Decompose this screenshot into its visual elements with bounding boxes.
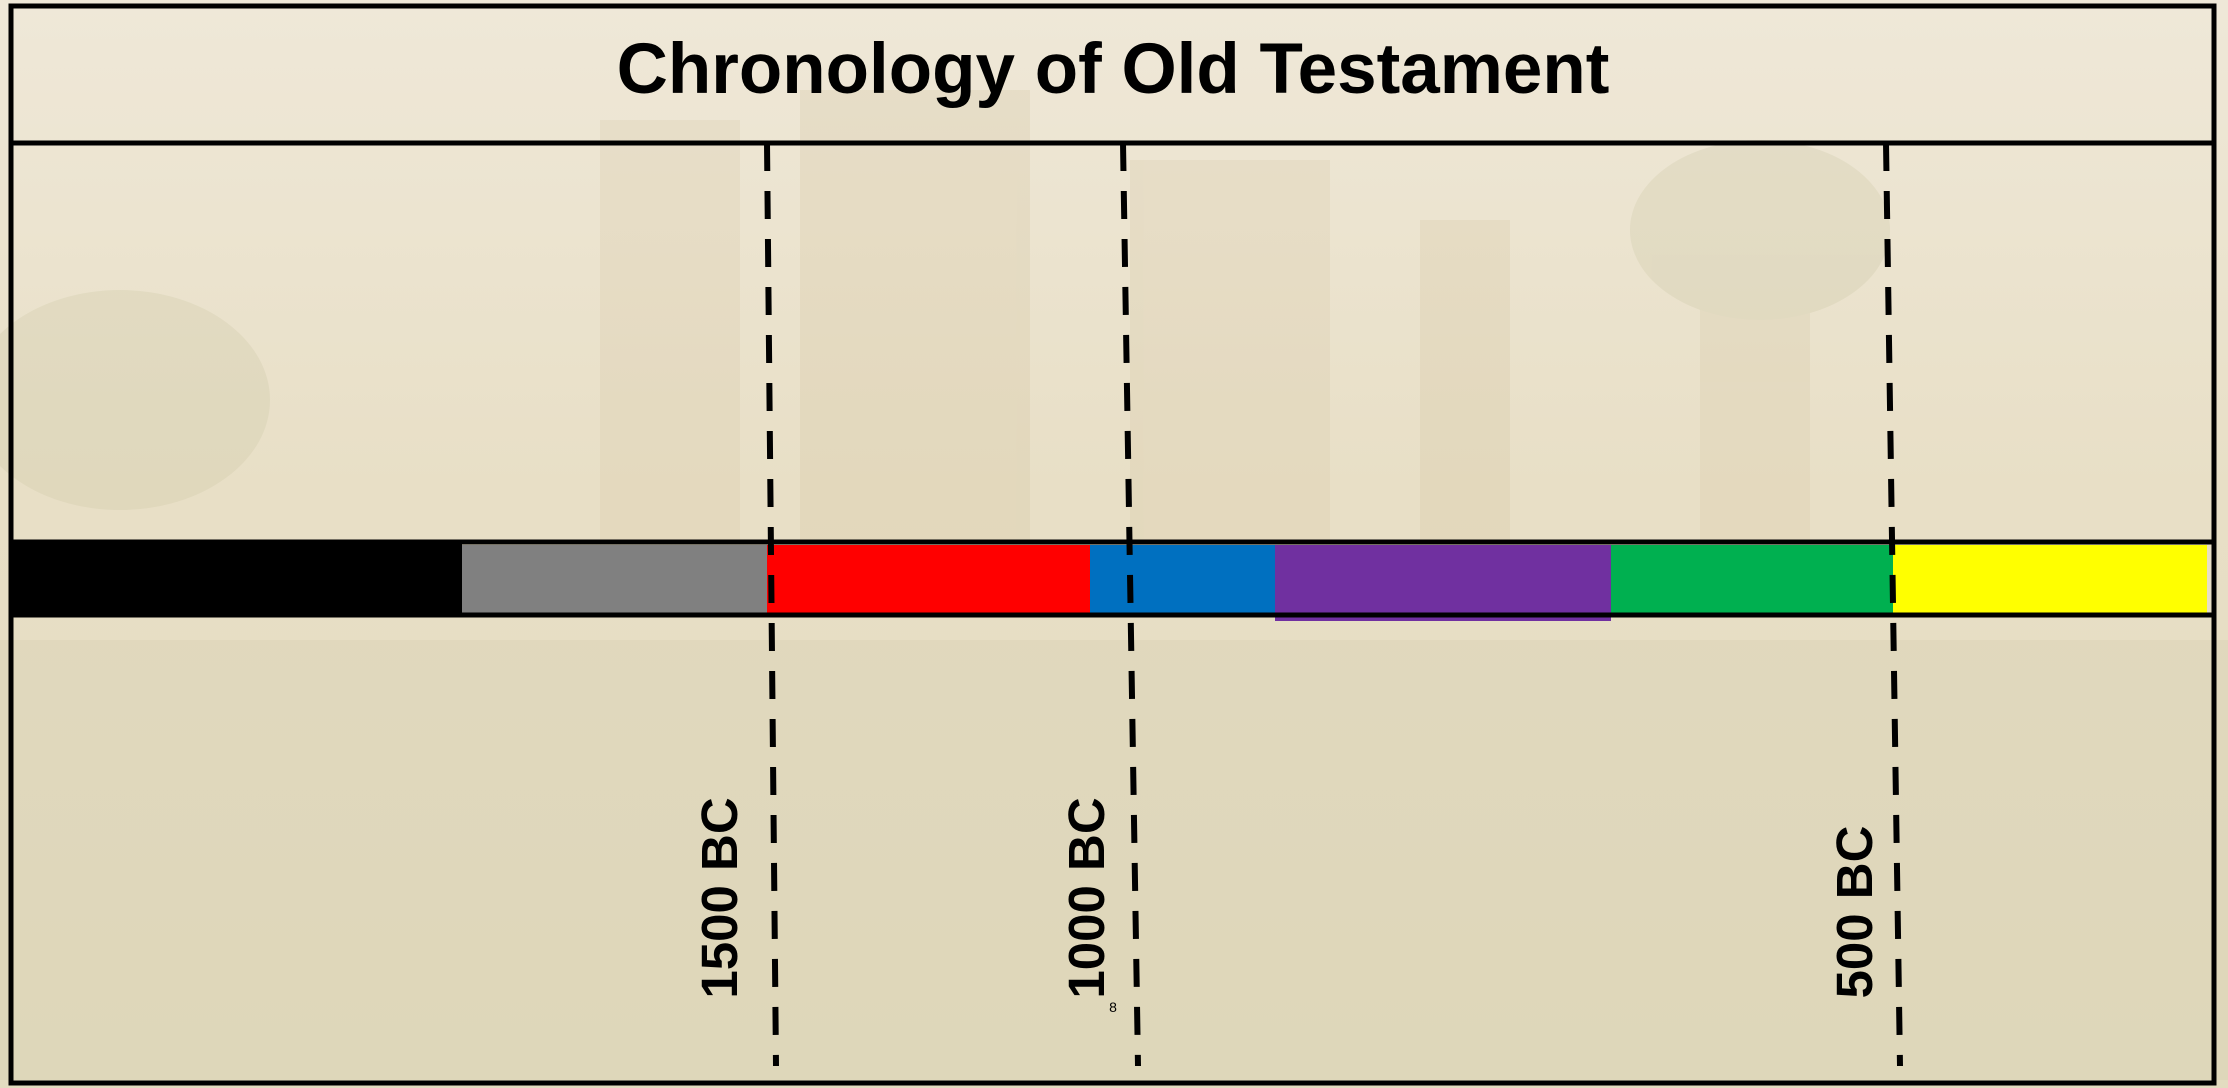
era-label: 500 BC xyxy=(1826,826,1883,999)
segment xyxy=(767,545,1090,613)
segment xyxy=(11,540,462,617)
era-label: 1000 BC xyxy=(1058,797,1115,998)
era-label: 1500 BC xyxy=(691,797,748,998)
timeline-bar xyxy=(11,540,2214,621)
page: Chronology of Old Testament 1500 BC 1000… xyxy=(0,0,2228,1088)
segment xyxy=(1090,545,1275,613)
slide: Chronology of Old Testament 1500 BC 1000… xyxy=(0,0,2228,1088)
title: Chronology of Old Testament xyxy=(617,30,1610,109)
segment xyxy=(1611,545,1893,613)
segment xyxy=(462,545,767,613)
segment xyxy=(1893,545,2207,613)
segment xyxy=(1275,545,1611,621)
slide-number: 8 xyxy=(1109,999,1117,1015)
